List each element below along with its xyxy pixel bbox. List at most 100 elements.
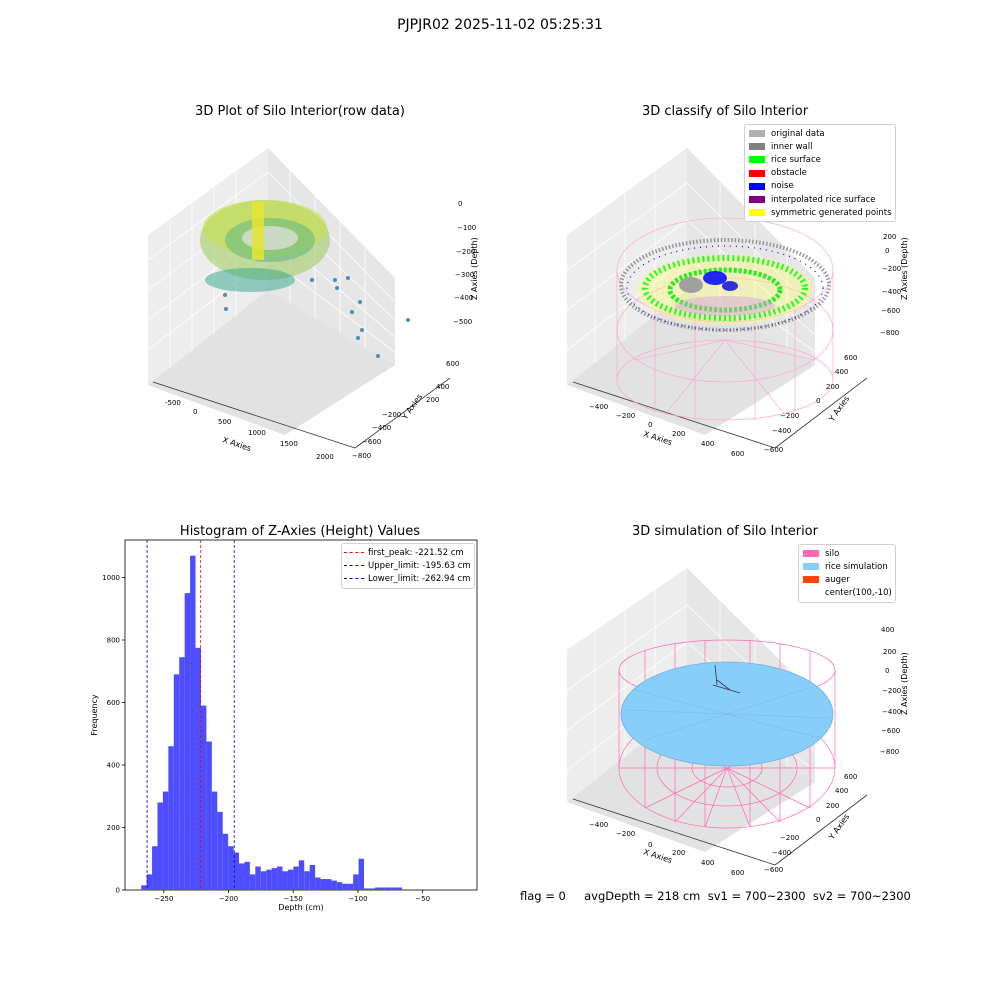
histogram-bar [369,888,375,890]
tick-label: 200 [672,430,685,438]
tick-label: −400 [454,294,473,302]
histogram-bar [217,811,223,890]
tick-label: −800 [352,452,371,460]
x-tick-label: −250 [154,895,173,903]
histogram-bar [271,868,278,890]
raw-y-label: Y Axies [400,392,425,422]
x-tick-label: −100 [348,895,367,903]
x-tick-label: −50 [415,895,430,903]
classify-z-label: Z Axies (Depth) [900,237,909,300]
legend-item: center(100,-10) [825,588,892,599]
histogram-bar [255,866,261,890]
tick-label: −800 [880,329,899,337]
classify-y-label: Y Axies [827,394,852,424]
tick-label: −400 [589,403,608,411]
classify-z-ticks: 400 200 0 −200 −400 −600 −800 [880,207,901,337]
legend-item: silo [799,547,895,560]
simulation-x-ticks: −400 −200 0 200 400 600 [589,821,744,877]
histogram-bar [353,874,359,890]
tick-label: 600 [844,773,857,781]
raw-rice-cloud [200,200,330,292]
histogram-bar [141,885,147,890]
tick-label: −200 [616,412,635,420]
tick-label: 200 [826,802,839,810]
histogram-bar [347,883,354,890]
histogram-bar [211,791,218,890]
histogram-bar [358,858,365,890]
tick-label: −500 [453,318,472,326]
histogram-title: Histogram of Z-Axies (Height) Values [179,524,421,539]
tick-label: −200 [882,687,901,695]
raw-outlier-points [223,276,410,358]
tick-label: 400 [835,368,848,376]
tick-label: -500 [165,399,181,407]
tick-label: −400 [772,427,791,435]
histogram-chart: −250 −200 −150 −100 −50 0 200 400 600 800 1000 De… [90,539,478,912]
classify-x-ticks: −400 −200 0 200 400 600 [589,403,744,458]
x-tick-label: −150 [284,895,303,903]
tick-label: 0 [648,421,652,429]
histogram-bar [277,866,283,890]
legend-item: auger [799,573,895,586]
tick-label: 200 [426,396,439,404]
histogram-bar [184,593,191,890]
histogram-bar [179,657,185,890]
status-footer: flag = 0 avgDepth = 218 cm sv1 = 700~230… [520,889,911,903]
histogram-bar [233,852,240,890]
tick-label: 0 [885,247,889,255]
tick-label: 0 [816,816,820,824]
histogram-bar [200,705,207,890]
histogram-bar [325,879,332,890]
noise-points [626,245,824,331]
classify-y-ticks: 600 400 200 0 −200 −400 −600 [764,354,857,454]
legend-item: original data [745,127,895,140]
tick-label: 200 [826,383,839,391]
tick-label: 400 [701,859,714,867]
y-tick-label: 400 [107,762,120,770]
tick-label: −600 [881,727,900,735]
histogram-bar [249,874,256,890]
histogram-legend: first_peak: -221.52 cm Upper_limit: -195… [341,543,475,589]
tick-label: 1000 [248,429,266,437]
tick-label: 500 [218,418,231,426]
simulation-y-ticks: 600 400 200 0 −200 −400 −600 [764,773,857,874]
symmetric-points [637,255,813,325]
histogram-bar [266,869,272,890]
tick-label: −400 [882,288,901,296]
classify-silo-wireframe [616,217,834,421]
simulation-plot-title: 3D simulation of Silo Interior [632,524,818,539]
tick-label: −600 [764,866,783,874]
histogram-bar [152,846,158,890]
legend-item: Upper_limit: -195.63 cm [342,559,474,572]
tick-label: 600 [731,869,744,877]
histogram-bar [260,871,267,890]
legend-item: rice surface [745,153,895,166]
tick-label: −600 [764,446,783,454]
histogram-bar [162,791,169,890]
classify-x-label: X Axies [642,429,673,447]
tick-label: −400 [882,708,901,716]
histogram-bar [385,887,392,890]
histogram-bar [304,871,310,890]
interpolated-surface-points [675,296,775,316]
raw-z-ticks: 0 −100 −200 −300 −400 −500 [453,200,476,326]
classify-legend: original data inner wall rice surface ob… [744,124,896,223]
y-tick-label: 0 [116,887,120,895]
classify-3d-plot: −400 −200 0 200 400 600 X Axies 600 400 … [566,148,909,458]
legend-item: interpolated rice surface [745,193,895,206]
raw-x-ticks: -500 0 500 1000 1500 2000 [165,399,334,461]
inner-wall-points [619,238,831,332]
tick-label: −100 [457,224,476,232]
tick-label: −200 [456,248,475,256]
histogram-bar [222,833,229,890]
histogram-bar [228,846,234,890]
simulation-x-label: X Axies [642,847,673,865]
histogram-bar [287,869,294,890]
tick-label: 200 [672,849,685,857]
histogram-bar [206,741,212,890]
tick-label: 600 [446,360,459,368]
tick-label: −300 [455,271,474,279]
legend-item: symmetric generated points [745,206,895,219]
histogram-x-ticks: −250 −200 −150 −100 −50 [154,890,430,903]
tick-label: 0 [885,667,889,675]
